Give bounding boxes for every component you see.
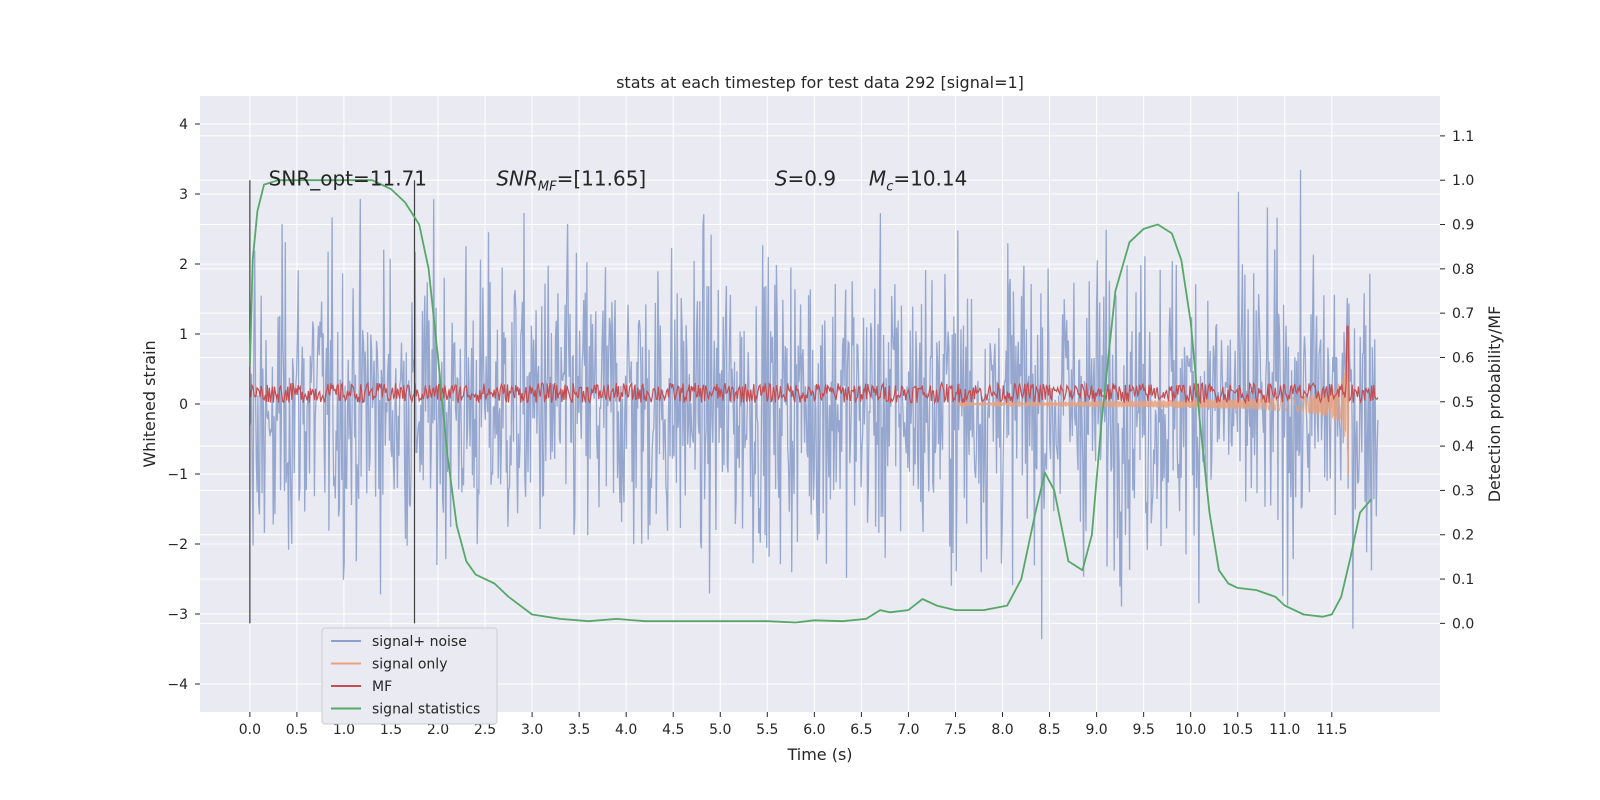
- x-tick-label: 7.5: [944, 722, 966, 738]
- annotation-subscript: MF: [538, 180, 557, 195]
- y2-axis-label: Detection probability/MF: [1485, 306, 1504, 503]
- y-tick-label: −2: [167, 537, 188, 553]
- marker-lines: [249, 180, 416, 624]
- y-axis-ticks: 4 3 2 1 0 −1 −2 −3 −4: [167, 117, 200, 693]
- legend-label: signal+ noise: [372, 634, 467, 650]
- y-tick-label: 1: [179, 327, 188, 343]
- y2-tick-label: 0.0: [1452, 616, 1474, 632]
- annotation-1: SNRMF=[11.65]: [496, 167, 646, 195]
- y2-tick-label: 0.1: [1452, 572, 1474, 588]
- series-signal-statistics: [249, 179, 1372, 624]
- annotation-value: =[11.65]: [557, 167, 647, 191]
- x-tick-label: 4.5: [662, 722, 684, 738]
- x-tick-label: 4.0: [615, 722, 637, 738]
- series-signal-only: [955, 324, 1350, 477]
- x-tick-label: 6.0: [803, 722, 825, 738]
- x-tick-label: 10.5: [1222, 722, 1253, 738]
- annotations: SNR_opt=11.71 SNRMF=[11.65] S=0.9 Mc=10.14: [269, 167, 968, 195]
- legend: signal+ noise signal only MF signal statist…: [321, 627, 498, 725]
- y2-tick-label: 0.3: [1452, 483, 1474, 499]
- x-tick-label: 10.0: [1175, 722, 1206, 738]
- annotation-main: SNR: [496, 167, 538, 191]
- x-tick-label: 6.5: [850, 722, 872, 738]
- x-tick-label: 3.5: [568, 722, 590, 738]
- y2-axis-ticks: 1.1 1.0 0.9 0.8 0.7 0.6 0.5 0.4 0.3 0.2 0.1 0.0: [1440, 129, 1474, 632]
- annotation-value: =0.9: [788, 167, 837, 191]
- x-tick-label: 2.5: [474, 722, 496, 738]
- x-tick-label: 1.5: [380, 722, 402, 738]
- x-tick-label: 9.5: [1133, 722, 1155, 738]
- signal-noise-line: [249, 169, 1379, 640]
- y2-tick-label: 0.2: [1452, 528, 1474, 544]
- x-tick-label: 0.5: [286, 722, 308, 738]
- y-tick-label: 3: [179, 187, 188, 203]
- y2-tick-label: 0.8: [1452, 262, 1474, 278]
- x-tick-label: 3.0: [521, 722, 543, 738]
- annotation-main: M: [869, 167, 886, 191]
- y-tick-label: −3: [167, 607, 188, 623]
- x-tick-label: 5.0: [709, 722, 731, 738]
- y2-tick-label: 0.4: [1452, 439, 1474, 455]
- annotation-3: Mc=10.14: [869, 167, 967, 195]
- signal-only-line: [955, 324, 1350, 477]
- y-tick-label: −1: [167, 467, 188, 483]
- y2-tick-label: 1.0: [1452, 173, 1474, 189]
- x-axis-label: Time (s): [786, 745, 852, 764]
- x-tick-label: 8.5: [1038, 722, 1060, 738]
- legend-box: [321, 627, 498, 725]
- series-signal-noise: [249, 169, 1379, 640]
- x-tick-label: 0.0: [239, 722, 261, 738]
- chart-title: stats at each timestep for test data 292…: [616, 73, 1024, 92]
- annotation-subscript: c: [886, 180, 893, 195]
- x-tick-label: 2.0: [427, 722, 449, 738]
- x-axis-ticks: 0.0 0.5 1.0 1.5 2.0 2.5 3.0 3.5 4.0 4.5 5.0 5.5 6.0 6…: [239, 712, 1347, 738]
- y2-tick-label: 0.7: [1452, 306, 1474, 322]
- annotation-main: S: [775, 167, 788, 191]
- legend-label: signal only: [372, 657, 447, 673]
- x-tick-label: 7.0: [897, 722, 919, 738]
- legend-items: signal+ noise signal only MF signal statist…: [331, 634, 480, 718]
- y2-tick-label: 0.6: [1452, 350, 1474, 366]
- y2-tick-label: 1.1: [1452, 129, 1474, 145]
- legend-label: MF: [372, 679, 392, 695]
- x-tick-label: 11.5: [1316, 722, 1347, 738]
- y2-tick-label: 0.5: [1452, 395, 1474, 411]
- x-tick-label: 1.0: [333, 722, 355, 738]
- y-tick-label: −4: [167, 677, 188, 693]
- annotation-2: S=0.9: [775, 167, 836, 191]
- y-tick-label: 4: [179, 117, 188, 133]
- series-mf: [249, 325, 1379, 406]
- x-tick-label: 11.0: [1269, 722, 1300, 738]
- y-axis-label: Whitened strain: [140, 340, 159, 467]
- legend-label: signal statistics: [372, 702, 480, 718]
- y-tick-label: 2: [179, 257, 188, 273]
- x-tick-label: 5.5: [756, 722, 778, 738]
- y-tick-label: 0: [179, 397, 188, 413]
- x-tick-label: 8.0: [991, 722, 1013, 738]
- signal-statistics-line: [249, 179, 1372, 624]
- annotation-0: SNR_opt=11.71: [269, 167, 427, 191]
- x-tick-label: 9.0: [1085, 722, 1107, 738]
- annotation-value: =10.14: [893, 167, 967, 191]
- y2-tick-label: 0.9: [1452, 218, 1474, 234]
- mf-line: [249, 325, 1379, 406]
- annotation-main: SNR_opt=11.71: [269, 167, 427, 191]
